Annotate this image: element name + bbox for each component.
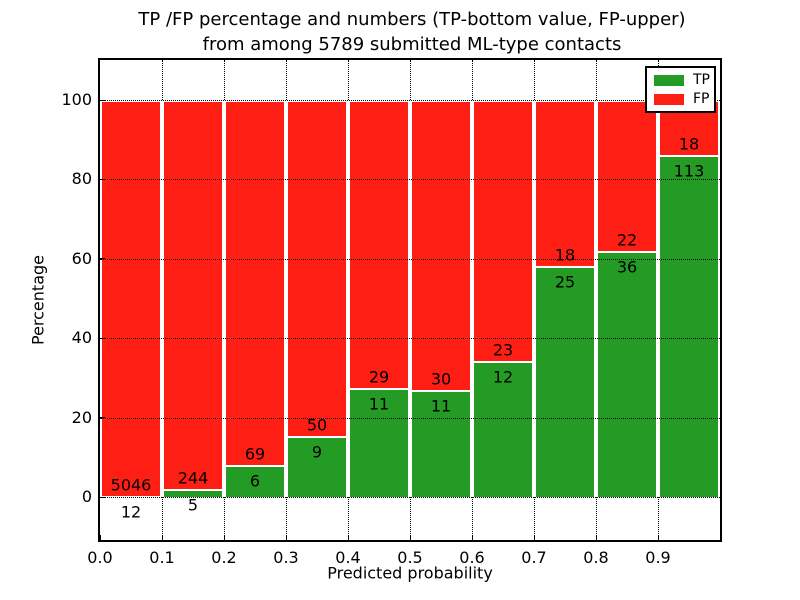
x-tick-label: 0.1 xyxy=(149,548,175,567)
y-tick-label: 0 xyxy=(81,487,92,506)
tp-bar-segment xyxy=(286,436,348,497)
fp-count-label: 50 xyxy=(306,415,328,435)
fp-bar-segment xyxy=(596,100,658,251)
tp-bar-segment xyxy=(410,390,472,497)
tp-count-label: 113 xyxy=(673,161,705,181)
tp-legend-swatch xyxy=(654,74,684,86)
tp-count-label: 12 xyxy=(120,502,142,522)
tp-bar-segment xyxy=(162,489,224,497)
tp-bar-segment xyxy=(348,387,410,497)
tp-bar-segment xyxy=(224,465,286,497)
x-tick-label: 0.8 xyxy=(583,548,609,567)
fp-count-label: 29 xyxy=(368,367,390,387)
fp-bar-segment xyxy=(534,100,596,267)
y-tick-label: 20 xyxy=(71,407,92,427)
tp-legend-label: TP xyxy=(693,72,710,88)
tp-count-label: 11 xyxy=(368,394,390,414)
tp-bar-segment xyxy=(658,154,720,497)
legend-entry-fp: FP xyxy=(654,91,710,107)
y-gridline xyxy=(100,497,720,498)
legend: TP FP xyxy=(645,66,716,113)
fp-bar-segment xyxy=(100,100,162,497)
fp-count-label: 244 xyxy=(177,468,209,488)
y-gridline xyxy=(100,179,720,181)
x-tick-label: 0.7 xyxy=(521,548,547,567)
chart-title-line2: from among 5789 submitted ML-type contac… xyxy=(202,33,622,55)
tp-count-label: 25 xyxy=(554,272,576,292)
x-tick-mark xyxy=(285,535,287,540)
x-tick-mark xyxy=(161,535,163,540)
y-gridline xyxy=(100,258,720,260)
x-tick-mark xyxy=(409,535,411,540)
fp-count-label: 18 xyxy=(678,134,700,154)
y-gridline xyxy=(100,338,720,340)
fp-count-label: 30 xyxy=(430,369,452,389)
x-tick-label: 0.9 xyxy=(645,548,671,567)
tp-count-label: 36 xyxy=(616,257,638,277)
y-tick-mark xyxy=(100,496,105,498)
x-tick-mark xyxy=(533,535,535,540)
fp-bar-segment xyxy=(162,100,224,490)
tp-count-label: 11 xyxy=(430,396,452,416)
fp-count-label: 5046 xyxy=(110,475,152,495)
y-tick-label: 80 xyxy=(71,169,92,189)
chart-title: TP /FP percentage and numbers (TP-bottom… xyxy=(138,8,685,58)
fp-bar-segment xyxy=(286,100,348,437)
x-tick-mark xyxy=(99,535,101,540)
fp-legend-swatch xyxy=(654,93,684,105)
x-tick-mark xyxy=(471,535,473,540)
x-tick-label: 0.6 xyxy=(459,548,485,567)
tp-count-label: 5 xyxy=(187,495,199,515)
x-tick-label: 0.5 xyxy=(397,548,423,567)
fp-bar-segment xyxy=(472,100,534,361)
x-axis-label: Predicted probability xyxy=(327,563,493,583)
y-tick-label: 60 xyxy=(71,248,92,268)
chart-title-line1: TP /FP percentage and numbers (TP-bottom… xyxy=(138,9,686,30)
fp-count-label: 22 xyxy=(616,230,638,250)
fp-count-label: 23 xyxy=(492,340,514,360)
fp-count-label: 69 xyxy=(244,444,266,464)
x-tick-label: 0.2 xyxy=(211,548,237,567)
fp-bar-segment xyxy=(224,100,286,466)
x-tick-label: 0.3 xyxy=(273,548,299,567)
fp-legend-label: FP xyxy=(693,91,710,107)
y-axis-label: Percentage xyxy=(28,254,48,346)
y-gridline xyxy=(100,100,720,101)
x-tick-mark xyxy=(223,535,225,540)
y-tick-label: 40 xyxy=(71,328,92,348)
x-tick-mark xyxy=(595,535,597,540)
tp-bar-segment xyxy=(596,250,658,497)
y-tick-mark xyxy=(100,337,105,339)
fp-bar-segment xyxy=(410,100,472,391)
tp-count-label: 9 xyxy=(311,442,323,462)
y-gridline xyxy=(100,417,720,419)
x-tick-mark xyxy=(347,535,349,540)
fp-count-label: 18 xyxy=(554,245,576,265)
y-tick-mark xyxy=(100,417,105,419)
y-tick-mark xyxy=(100,178,105,180)
x-tick-mark xyxy=(657,535,659,540)
y-tick-label: 100 xyxy=(61,90,92,109)
tp-count-label: 12 xyxy=(492,367,514,387)
tp-bar-segment xyxy=(472,360,534,497)
tp-count-label: 6 xyxy=(249,471,261,491)
x-tick-label: 0.4 xyxy=(335,548,361,567)
x-tick-label: 0.0 xyxy=(87,548,113,567)
legend-entry-tp: TP xyxy=(654,72,710,88)
y-tick-mark xyxy=(100,99,105,101)
fp-bar-segment xyxy=(348,100,410,388)
y-tick-mark xyxy=(100,258,105,260)
tp-bar-segment xyxy=(534,266,596,497)
